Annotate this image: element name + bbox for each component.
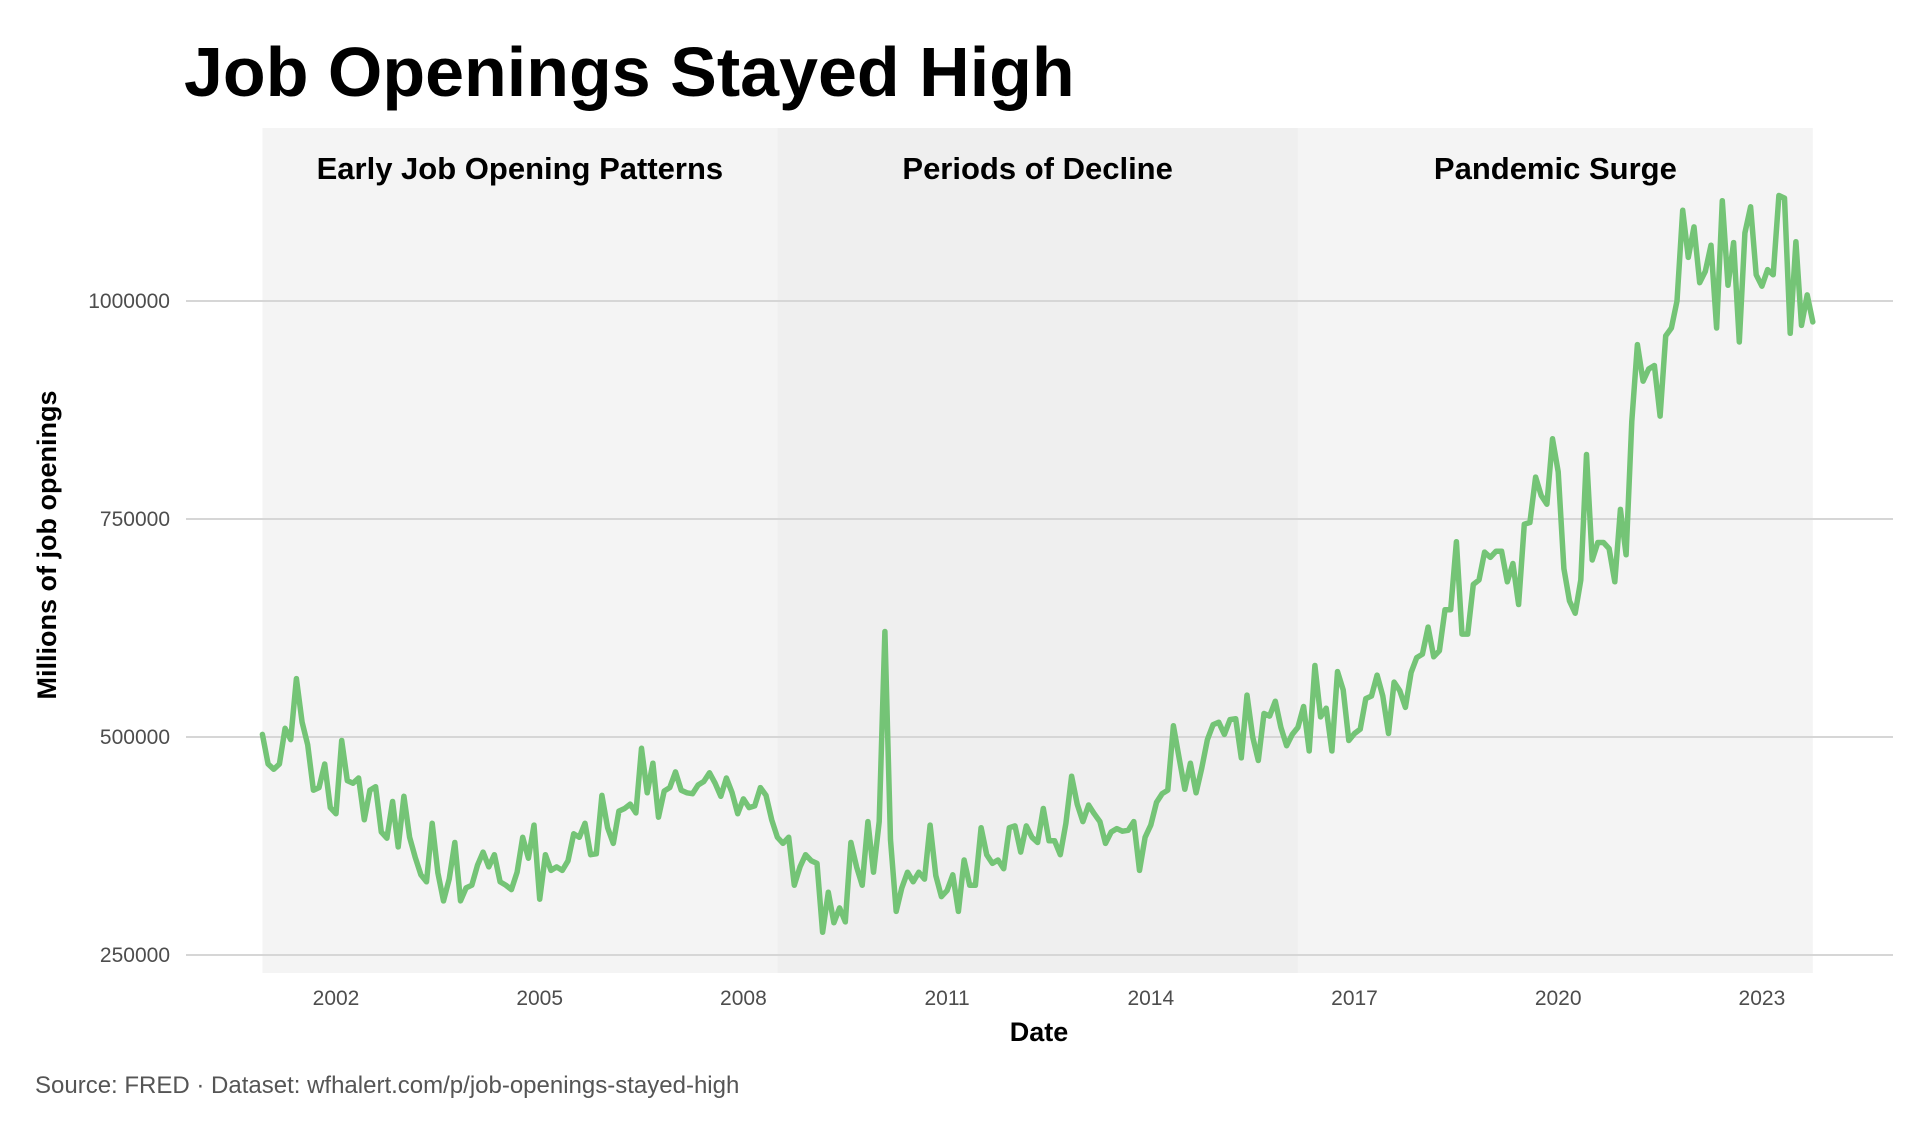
- source-caption: Source: FRED · Dataset: wfhalert.com/p/j…: [35, 1072, 739, 1099]
- y-tick-label: 1000000: [88, 290, 170, 313]
- x-tick-label: 2002: [313, 987, 360, 1010]
- y-axis-title: Millions of job openings: [32, 391, 62, 700]
- x-axis-title: Date: [1010, 1017, 1069, 1047]
- x-tick-label: 2017: [1331, 987, 1378, 1010]
- x-tick-label: 2014: [1127, 987, 1174, 1010]
- region-band: [262, 128, 778, 973]
- gridlines: [186, 300, 1893, 956]
- y-tick-label: 750000: [100, 508, 170, 531]
- x-tick-label: 2005: [516, 987, 563, 1010]
- x-tick-label: 2023: [1739, 987, 1786, 1010]
- x-tick-label: 2011: [925, 987, 970, 1010]
- region-label: Periods of Decline: [902, 151, 1172, 186]
- region-bands: [262, 128, 1813, 973]
- y-axis-ticks: 250000 500000 750000 1000000: [88, 290, 170, 967]
- region-band: [777, 128, 1298, 973]
- y-tick-label: 500000: [100, 726, 170, 749]
- series-group: [259, 192, 1816, 936]
- region-labels: Early Job Opening Patterns Periods of Dec…: [317, 151, 1677, 186]
- job-openings-line: [259, 192, 1816, 936]
- region-label: Early Job Opening Patterns: [317, 151, 724, 186]
- y-tick-label: 250000: [100, 944, 170, 967]
- x-tick-label: 2008: [720, 987, 767, 1010]
- x-tick-label: 2020: [1535, 987, 1582, 1010]
- chart-title: Job Openings Stayed High: [184, 33, 1075, 111]
- x-axis-ticks: 2002 2005 2008 2011 2014 2017 2020 2023: [313, 987, 1786, 1010]
- region-label: Pandemic Surge: [1434, 151, 1677, 186]
